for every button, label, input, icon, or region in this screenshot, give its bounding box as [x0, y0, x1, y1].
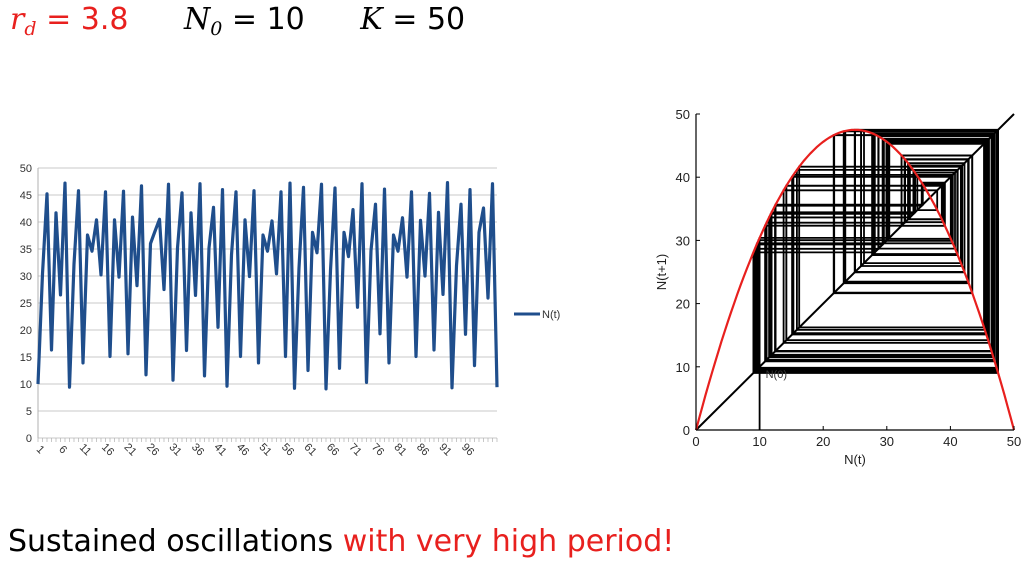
x-tick-label-20: 20 [816, 434, 830, 449]
parabola-curve [694, 128, 1016, 431]
diagonal-line [695, 113, 1015, 431]
param-n0: N0 = 10 [184, 2, 305, 40]
x-tick-label-76: 76 [369, 441, 386, 458]
x-tick-label-40: 40 [943, 434, 957, 449]
x-tick-label-51: 51 [257, 441, 274, 458]
x-tick-label-31: 31 [167, 441, 184, 458]
x-tick-label-71: 71 [347, 441, 364, 458]
y-tick-label-10: 10 [676, 360, 690, 375]
caption-highlight: with very high period! [342, 524, 675, 559]
param-rd: rd = 3.8 [10, 2, 129, 40]
caption-main: Sustained oscillations [8, 524, 334, 559]
x-tick-label-56: 56 [279, 441, 296, 458]
x-tick-label-10: 10 [752, 434, 766, 449]
y-tick-label-50: 50 [676, 107, 690, 122]
y-axis-label: N(t+1) [654, 254, 669, 290]
x-tick-label-6: 6 [56, 443, 69, 456]
x-tick-label-30: 30 [880, 434, 894, 449]
param-k: K = 50 [360, 2, 466, 37]
x-tick-label-11: 11 [77, 442, 94, 459]
x-tick-label-86: 86 [414, 441, 431, 458]
x-tick-label-66: 66 [324, 441, 341, 458]
y-tick-label-0: 0 [683, 423, 690, 438]
x-tick-label-50: 50 [1007, 434, 1021, 449]
series-line-n-t [36, 180, 499, 391]
x-tick-label-41: 41 [212, 441, 229, 458]
y-tick-label-20: 20 [20, 325, 32, 337]
x-tick-label-91: 91 [437, 441, 454, 458]
y-tick-label-10: 10 [20, 379, 32, 391]
y-tick-label-15: 15 [20, 352, 32, 364]
x-tick-label-46: 46 [234, 441, 251, 458]
x-tick-label-81: 81 [392, 441, 409, 458]
y-tick-label-25: 25 [20, 298, 32, 310]
caption: Sustained oscillations with very high pe… [8, 524, 674, 559]
x-tick-label-61: 61 [302, 441, 319, 458]
y-tick-label-45: 45 [20, 190, 32, 202]
x-tick-label-96: 96 [459, 441, 476, 458]
y-tick-label-20: 20 [676, 297, 690, 312]
y-tick-label-40: 40 [20, 217, 32, 229]
y-tick-label-35: 35 [20, 244, 32, 256]
y-tick-label-30: 30 [20, 271, 32, 283]
y-tick-label-5: 5 [26, 406, 32, 418]
parameter-heading: rd = 3.8 N0 = 10 K = 50 [10, 2, 511, 42]
x-tick-label-16: 16 [99, 441, 116, 458]
y-tick-label-50: 50 [20, 163, 32, 175]
y-tick-label-30: 30 [676, 233, 690, 248]
legend-label: N(t) [542, 309, 560, 321]
cobweb-path [752, 128, 999, 430]
y-tick-label-40: 40 [676, 170, 690, 185]
x-tick-label-36: 36 [189, 441, 206, 458]
cobweb-plot: 0 10 20 30 40 50 0 10 20 30 40 50 N(t) N(t+1) N(0) [654, 107, 1021, 467]
x-tick-label-0: 0 [692, 434, 699, 449]
x-axis-label: N(t) [844, 452, 866, 467]
x-tick-label-26: 26 [144, 441, 161, 458]
y-tick-label-0: 0 [26, 433, 32, 445]
x-tick-label-1: 1 [34, 443, 47, 456]
x-tick-label-21: 21 [122, 441, 139, 458]
n0-annotation: N(0) [766, 369, 787, 381]
